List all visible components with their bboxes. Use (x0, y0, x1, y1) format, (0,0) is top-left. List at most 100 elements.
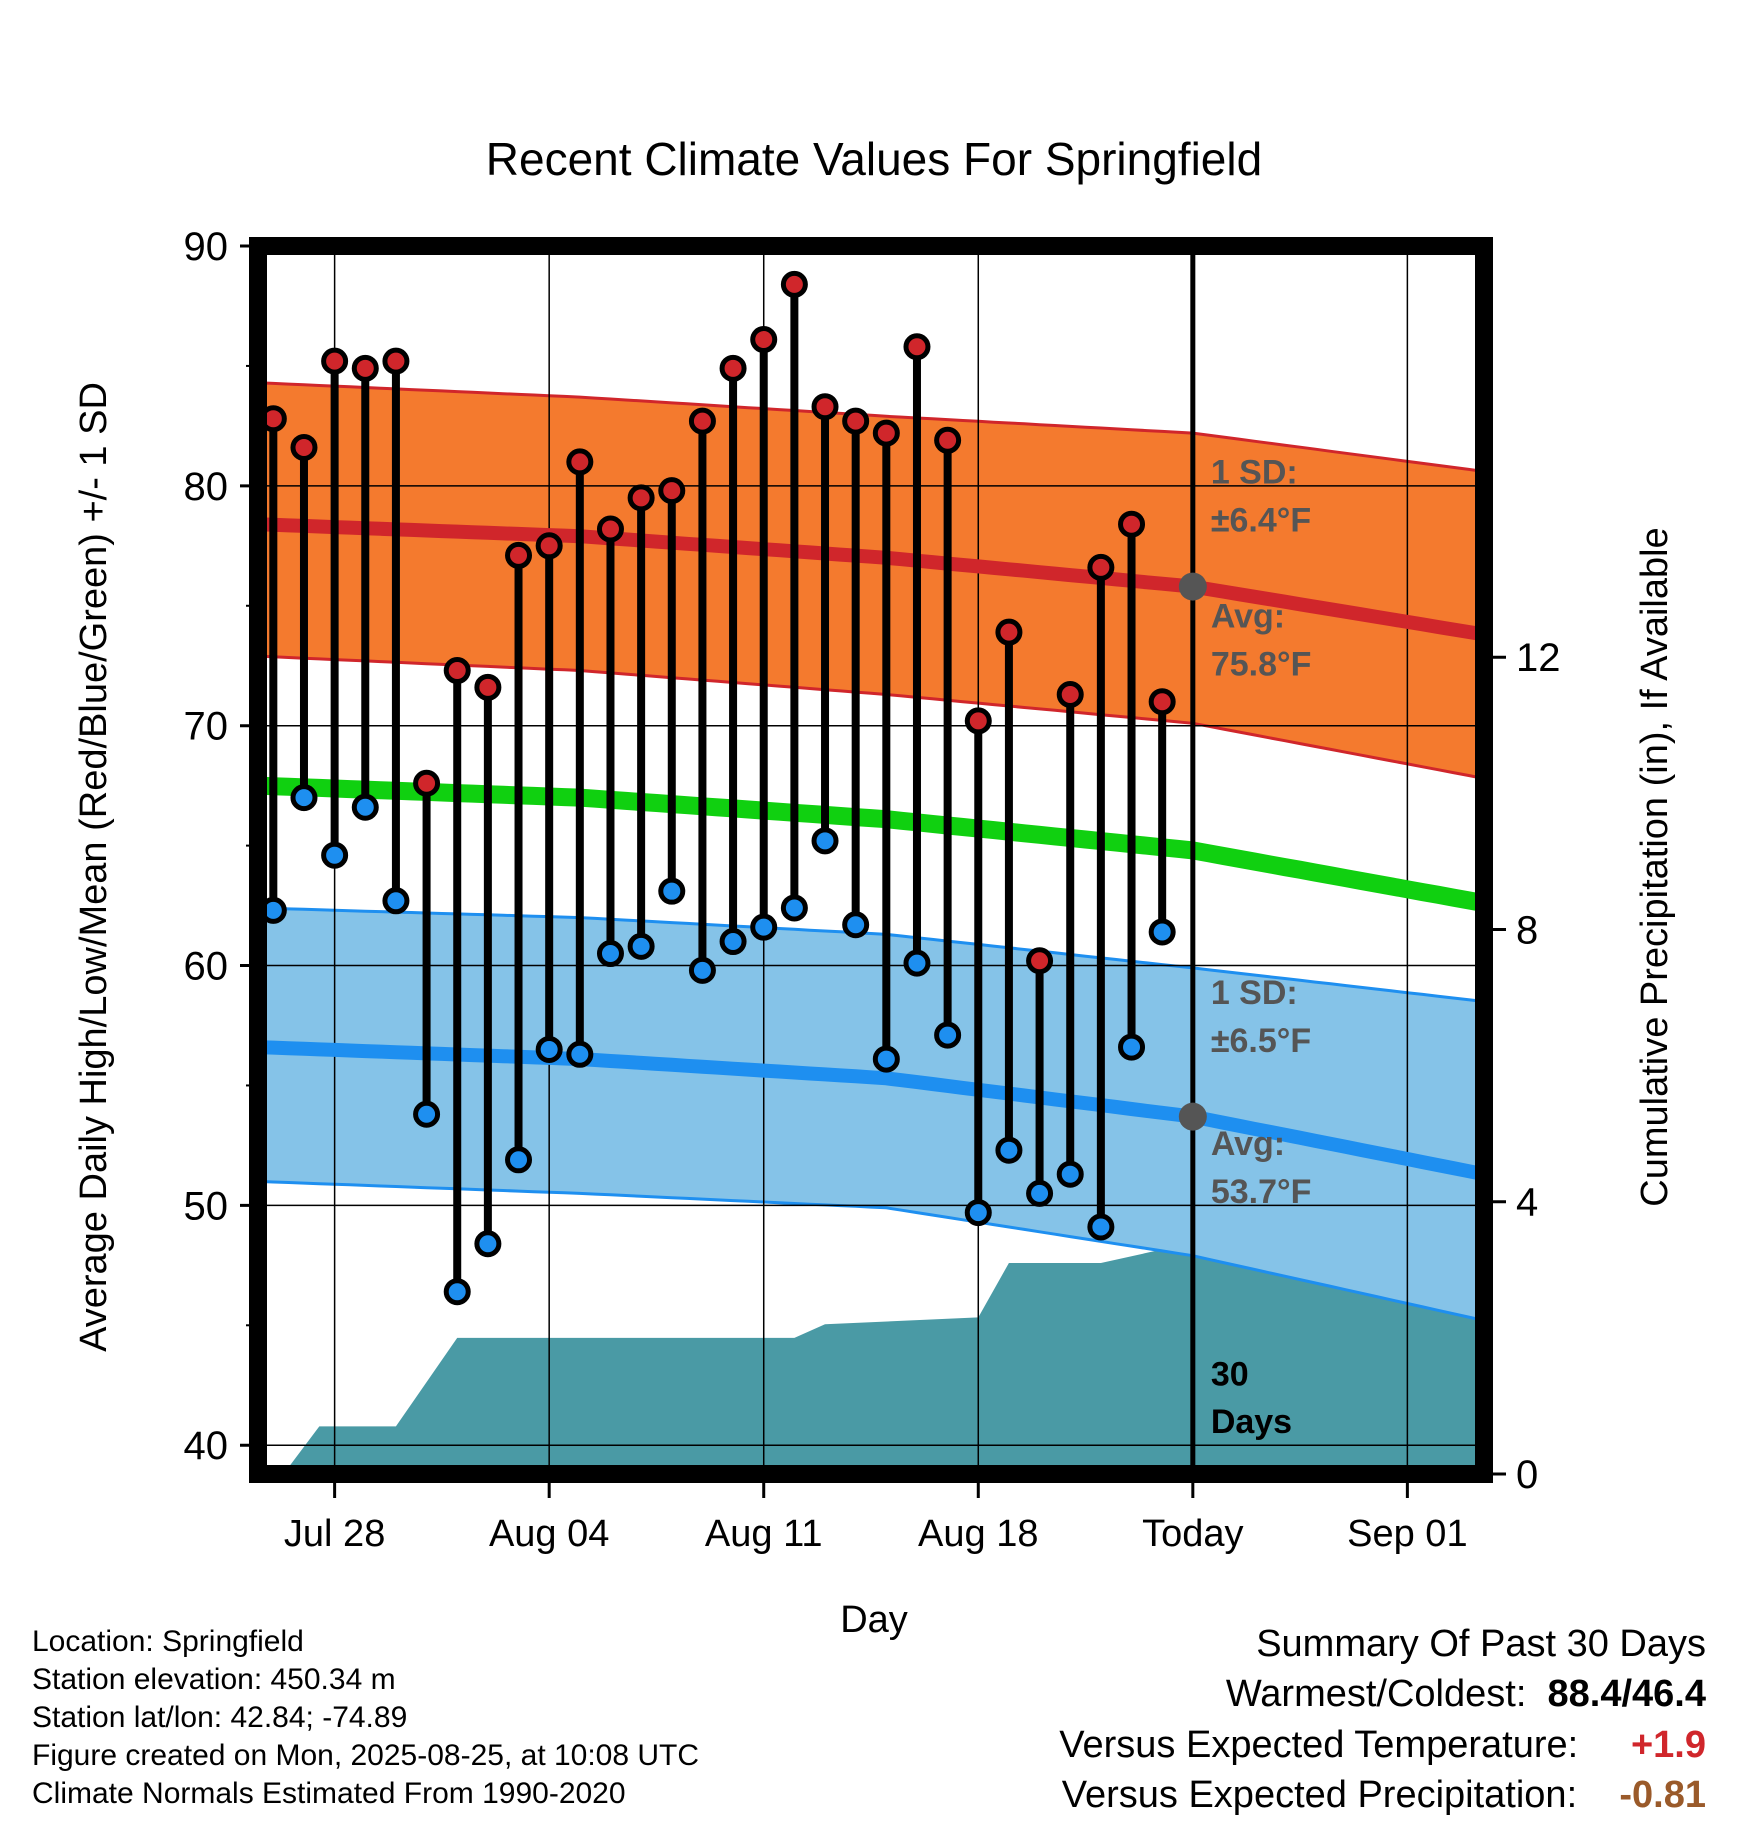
daily-high-point (1148, 688, 1176, 716)
daily-low-point (780, 894, 808, 922)
daily-high-point (1118, 510, 1146, 538)
daily-high-point (811, 393, 839, 421)
high-sd-band (258, 382, 1484, 779)
daily-high-point (290, 433, 318, 461)
y-right-tick-label: 0 (1516, 1453, 1538, 1497)
warm-cold-value: 88.4/46.4 (1547, 1673, 1706, 1715)
daily-low-point (903, 949, 931, 977)
high-plus-sd-line (258, 381, 1484, 473)
daily-high-point (750, 326, 778, 354)
x-axis-label: Day (840, 1599, 908, 1641)
today-high-avg-marker (1178, 572, 1207, 601)
latlon-text: Station lat/lon: 42.84; -74.89 (32, 1701, 408, 1734)
warm-cold-label: Warmest/Coldest: (1225, 1673, 1527, 1715)
daily-high-point (413, 769, 441, 797)
x-tick-label: Jul 28 (284, 1513, 385, 1555)
daily-low-point (750, 913, 778, 941)
daily-high-point (443, 657, 471, 685)
low-avg-label: Avg: (1211, 1125, 1285, 1163)
daily-high-point (1087, 553, 1115, 581)
normals-text: Climate Normals Estimated From 1990-2020 (32, 1777, 626, 1810)
daily-high-point (1026, 947, 1054, 975)
daily-high-point (627, 484, 655, 512)
daily-high-point (596, 515, 624, 543)
x-tick-label: Aug 04 (489, 1513, 609, 1555)
summary-temperature: Versus Expected Temperature: +1.9 (1059, 1724, 1706, 1767)
low-sd-band (258, 908, 1484, 1321)
daily-high-point (719, 354, 747, 382)
y-right-tick-label: 4 (1516, 1181, 1538, 1225)
precip-value: -0.81 (1619, 1774, 1706, 1816)
daily-low-point (964, 1199, 992, 1227)
y-left-tick-label: 80 (184, 465, 229, 509)
daily-high-point (934, 426, 962, 454)
high-avg-value: 75.8°F (1211, 645, 1312, 683)
daily-low-point (658, 877, 686, 905)
window-label-number: 30 (1211, 1355, 1249, 1393)
daily-high-point (995, 618, 1023, 646)
elevation-text: Station elevation: 450.34 m (32, 1663, 396, 1696)
low-normal-line (258, 1040, 1484, 1182)
daily-high-point (321, 347, 349, 375)
low-avg-value: 53.7°F (1211, 1173, 1312, 1211)
daily-low-point (811, 827, 839, 855)
y-axis-left-label: Average Daily High/Low/Mean (Red/Blue/Gr… (73, 382, 115, 1352)
window-label-days: Days (1211, 1403, 1292, 1441)
daily-high-point (382, 347, 410, 375)
daily-high-point (566, 448, 594, 476)
y-right-tick-label: 12 (1516, 636, 1561, 680)
low-sd-value: ±6.5°F (1211, 1022, 1311, 1060)
daily-low-point (1118, 1033, 1146, 1061)
high-avg-label: Avg: (1211, 597, 1285, 635)
summary-precipitation: Versus Expected Precipitation: -0.81 (1062, 1774, 1706, 1817)
daily-high-point (903, 333, 931, 361)
daily-low-point (1056, 1160, 1084, 1188)
daily-high-point (780, 270, 808, 298)
daily-high-point (688, 407, 716, 435)
precipitation-area (288, 1249, 1484, 1474)
station-info: Location: Springfield Station elevation:… (32, 1623, 699, 1813)
x-tick-label: Today (1142, 1513, 1243, 1555)
daily-low-point (1148, 918, 1176, 946)
x-tick-label: Sep 01 (1347, 1513, 1467, 1555)
x-tick-label: Aug 11 (705, 1513, 823, 1555)
plot-inner: 1 SD: ±6.4°F Avg: 75.8°F 1 SD: ±6.5°F Avg: 53.7… (258, 246, 1484, 1474)
daily-low-point (842, 911, 870, 939)
summary-title: Summary Of Past 30 Days (1256, 1623, 1706, 1665)
daily-high-point (1056, 681, 1084, 709)
high-normal-line (258, 517, 1484, 642)
summary-warm-cold: Warmest/Coldest: 88.4/46.4 (1226, 1673, 1706, 1716)
daily-low-point (872, 1045, 900, 1073)
location-text: Location: Springfield (32, 1625, 304, 1658)
daily-low-point (505, 1146, 533, 1174)
daily-low-point (1087, 1213, 1115, 1241)
daily-low-point (321, 841, 349, 869)
daily-low-point (443, 1278, 471, 1306)
chart-title: Recent Climate Values For Springfield (486, 133, 1262, 185)
daily-high-point (658, 477, 686, 505)
y-axis-right-label: Cumulative Precipitation (in), If Availa… (1634, 527, 1676, 1206)
daily-high-point (505, 541, 533, 569)
y-right-tick-label: 8 (1516, 908, 1538, 952)
today-low-avg-marker (1178, 1102, 1207, 1131)
daily-high-point (535, 532, 563, 560)
daily-low-point (382, 887, 410, 915)
daily-low-point (474, 1230, 502, 1258)
low-plus-sd-line (258, 906, 1484, 1003)
y-left-tick-label: 50 (184, 1184, 229, 1228)
daily-high-point (474, 673, 502, 701)
low-minus-sd-line (258, 1179, 1484, 1322)
daily-low-point (351, 793, 379, 821)
daily-low-point (934, 1021, 962, 1049)
daily-low-point (688, 956, 716, 984)
mean-normal-line (258, 776, 1484, 913)
y-left-tick-label: 70 (184, 705, 229, 749)
low-sd-label: 1 SD: (1211, 974, 1298, 1012)
daily-high-point (351, 354, 379, 382)
daily-low-point (413, 1100, 441, 1128)
precip-label: Versus Expected Precipitation: (1061, 1774, 1578, 1816)
high-sd-value: ±6.4°F (1211, 501, 1311, 539)
plot-frame (249, 237, 1493, 1483)
daily-high-point (842, 407, 870, 435)
